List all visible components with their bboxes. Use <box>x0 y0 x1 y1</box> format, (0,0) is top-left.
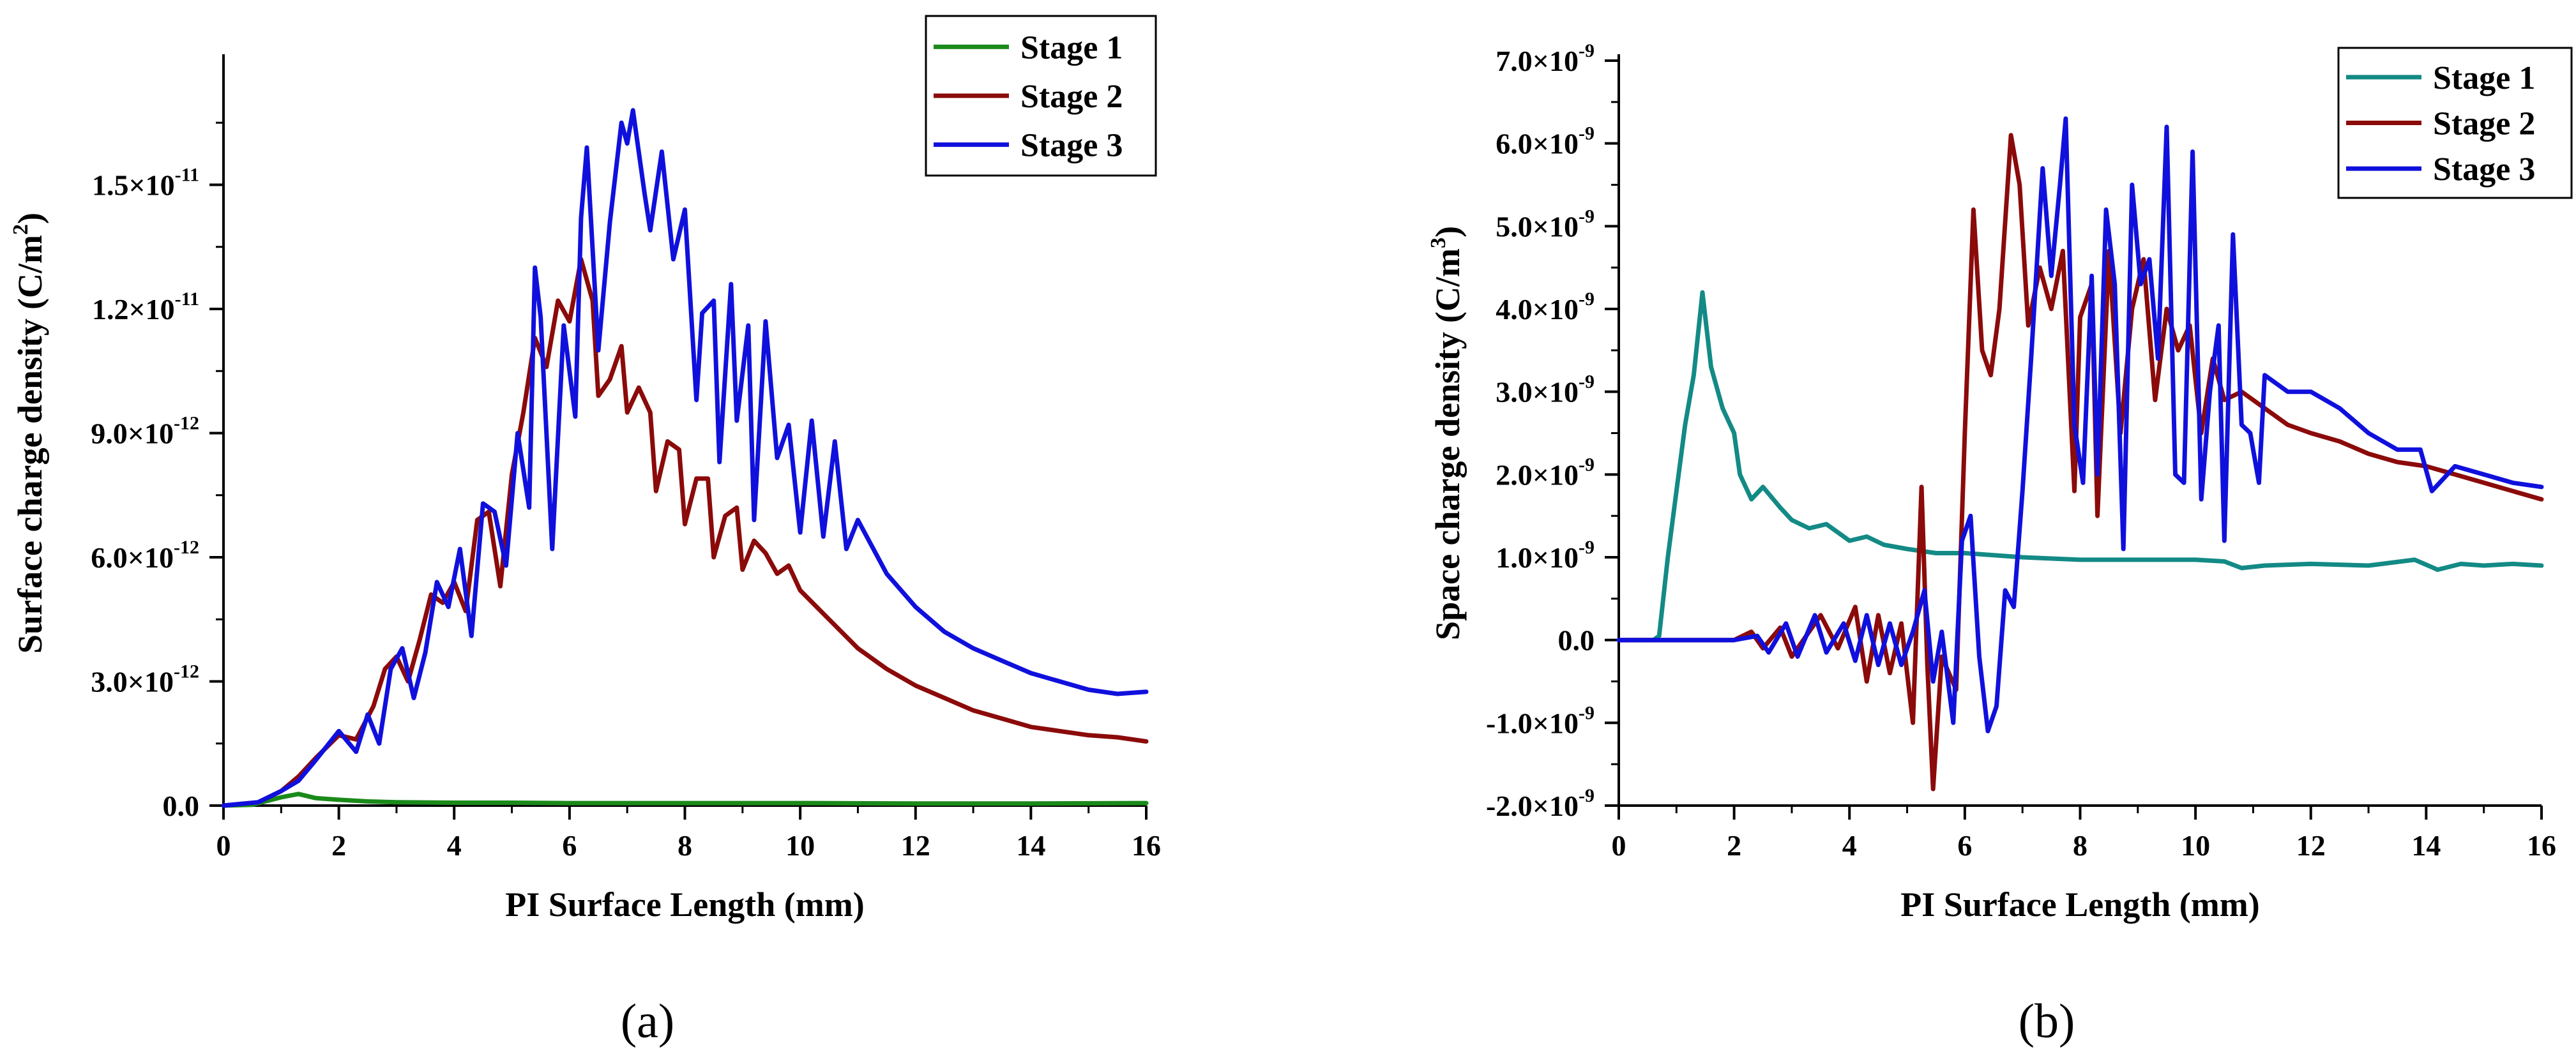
x-tick-label: 2 <box>331 829 346 862</box>
chart-b: 0 2 4 6 8 10 12 14 16 -2.0×10-9 -1.0×10-9 0.0 1.0×10… <box>1427 40 2573 1048</box>
legend-label-stage-1: Stage 1 <box>1020 29 1123 66</box>
x-tick-label: 16 <box>1132 829 1161 862</box>
y-tick-label: 9.0×10-12 <box>91 413 199 450</box>
x-tick-label: 0 <box>1612 829 1626 862</box>
x-tick-label: 4 <box>1842 829 1857 862</box>
y-tick-label: 7.0×10-9 <box>1496 40 1595 77</box>
y-tick-label: 3.0×10-12 <box>91 661 199 698</box>
y-tick-label: -1.0×10-9 <box>1486 702 1595 739</box>
series-line-stage-3 <box>1616 116 2544 733</box>
y-axis-label: Surface charge density(C/m2) <box>9 213 49 654</box>
series-line-stage-2 <box>221 257 1149 808</box>
y-tick-label: 6.0×10-9 <box>1496 123 1595 160</box>
series-line-stage-3 <box>221 108 1149 808</box>
legend-label-stage-2: Stage 2 <box>2433 106 2535 142</box>
y-axis-label: Space charge density(C/m3) <box>1427 226 1467 640</box>
legend: Stage 1 Stage 2 Stage 3 <box>2337 47 2573 199</box>
x-tick-label: 12 <box>2296 829 2326 862</box>
x-tick-label: 14 <box>2411 829 2441 862</box>
x-tick-label: 8 <box>678 829 692 862</box>
series-line-stage-1 <box>221 792 1149 808</box>
legend: Stage 1 Stage 2 Stage 3 <box>925 15 1157 177</box>
panel-label: (b) <box>2019 995 2075 1048</box>
x-tick-label: 10 <box>2181 829 2210 862</box>
chart-a: 0 2 4 6 8 10 12 14 16 0.0 3.0×10-12 6.0×10-12 9.0×10… <box>9 15 1161 1048</box>
x-tick-label: 10 <box>785 829 815 862</box>
legend-label-stage-3: Stage 3 <box>2433 151 2535 188</box>
x-axis-label: PI Surface Length (mm) <box>505 885 864 924</box>
series-line-stage-2 <box>1616 133 2544 792</box>
x-tick-label: 8 <box>2073 829 2087 862</box>
y-tick-label: 1.5×10-11 <box>92 165 199 202</box>
y-tick-label: 1.0×10-9 <box>1496 537 1595 574</box>
y-tick-label: 0.0 <box>163 790 200 822</box>
x-axis-label: PI Surface Length (mm) <box>1900 885 2259 924</box>
x-tick-label: 12 <box>901 829 930 862</box>
x-tick-label: 14 <box>1016 829 1045 862</box>
x-tick-label: 16 <box>2527 829 2556 862</box>
x-tick-label: 6 <box>562 829 577 862</box>
y-tick-label: 1.2×10-11 <box>92 289 199 326</box>
y-tick-label: 3.0×10-9 <box>1496 372 1595 409</box>
x-tick-label: 4 <box>447 829 462 862</box>
y-tick-label: 2.0×10-9 <box>1496 454 1595 491</box>
y-tick-label: 4.0×10-9 <box>1496 289 1595 326</box>
series-line-stage-1 <box>1616 290 2544 643</box>
legend-label-stage-3: Stage 3 <box>1020 128 1123 164</box>
y-tick-label: -2.0×10-9 <box>1486 785 1595 822</box>
y-tick-label: 0.0 <box>1558 624 1595 657</box>
panel-label: (a) <box>621 995 674 1048</box>
y-tick-label: 5.0×10-9 <box>1496 206 1595 243</box>
x-tick-label: 6 <box>1957 829 1972 862</box>
x-tick-label: 2 <box>1727 829 1741 862</box>
legend-label-stage-1: Stage 1 <box>2433 60 2535 96</box>
legend-label-stage-2: Stage 2 <box>1020 79 1123 115</box>
x-tick-label: 0 <box>216 829 231 862</box>
y-tick-label: 6.0×10-12 <box>91 537 199 574</box>
